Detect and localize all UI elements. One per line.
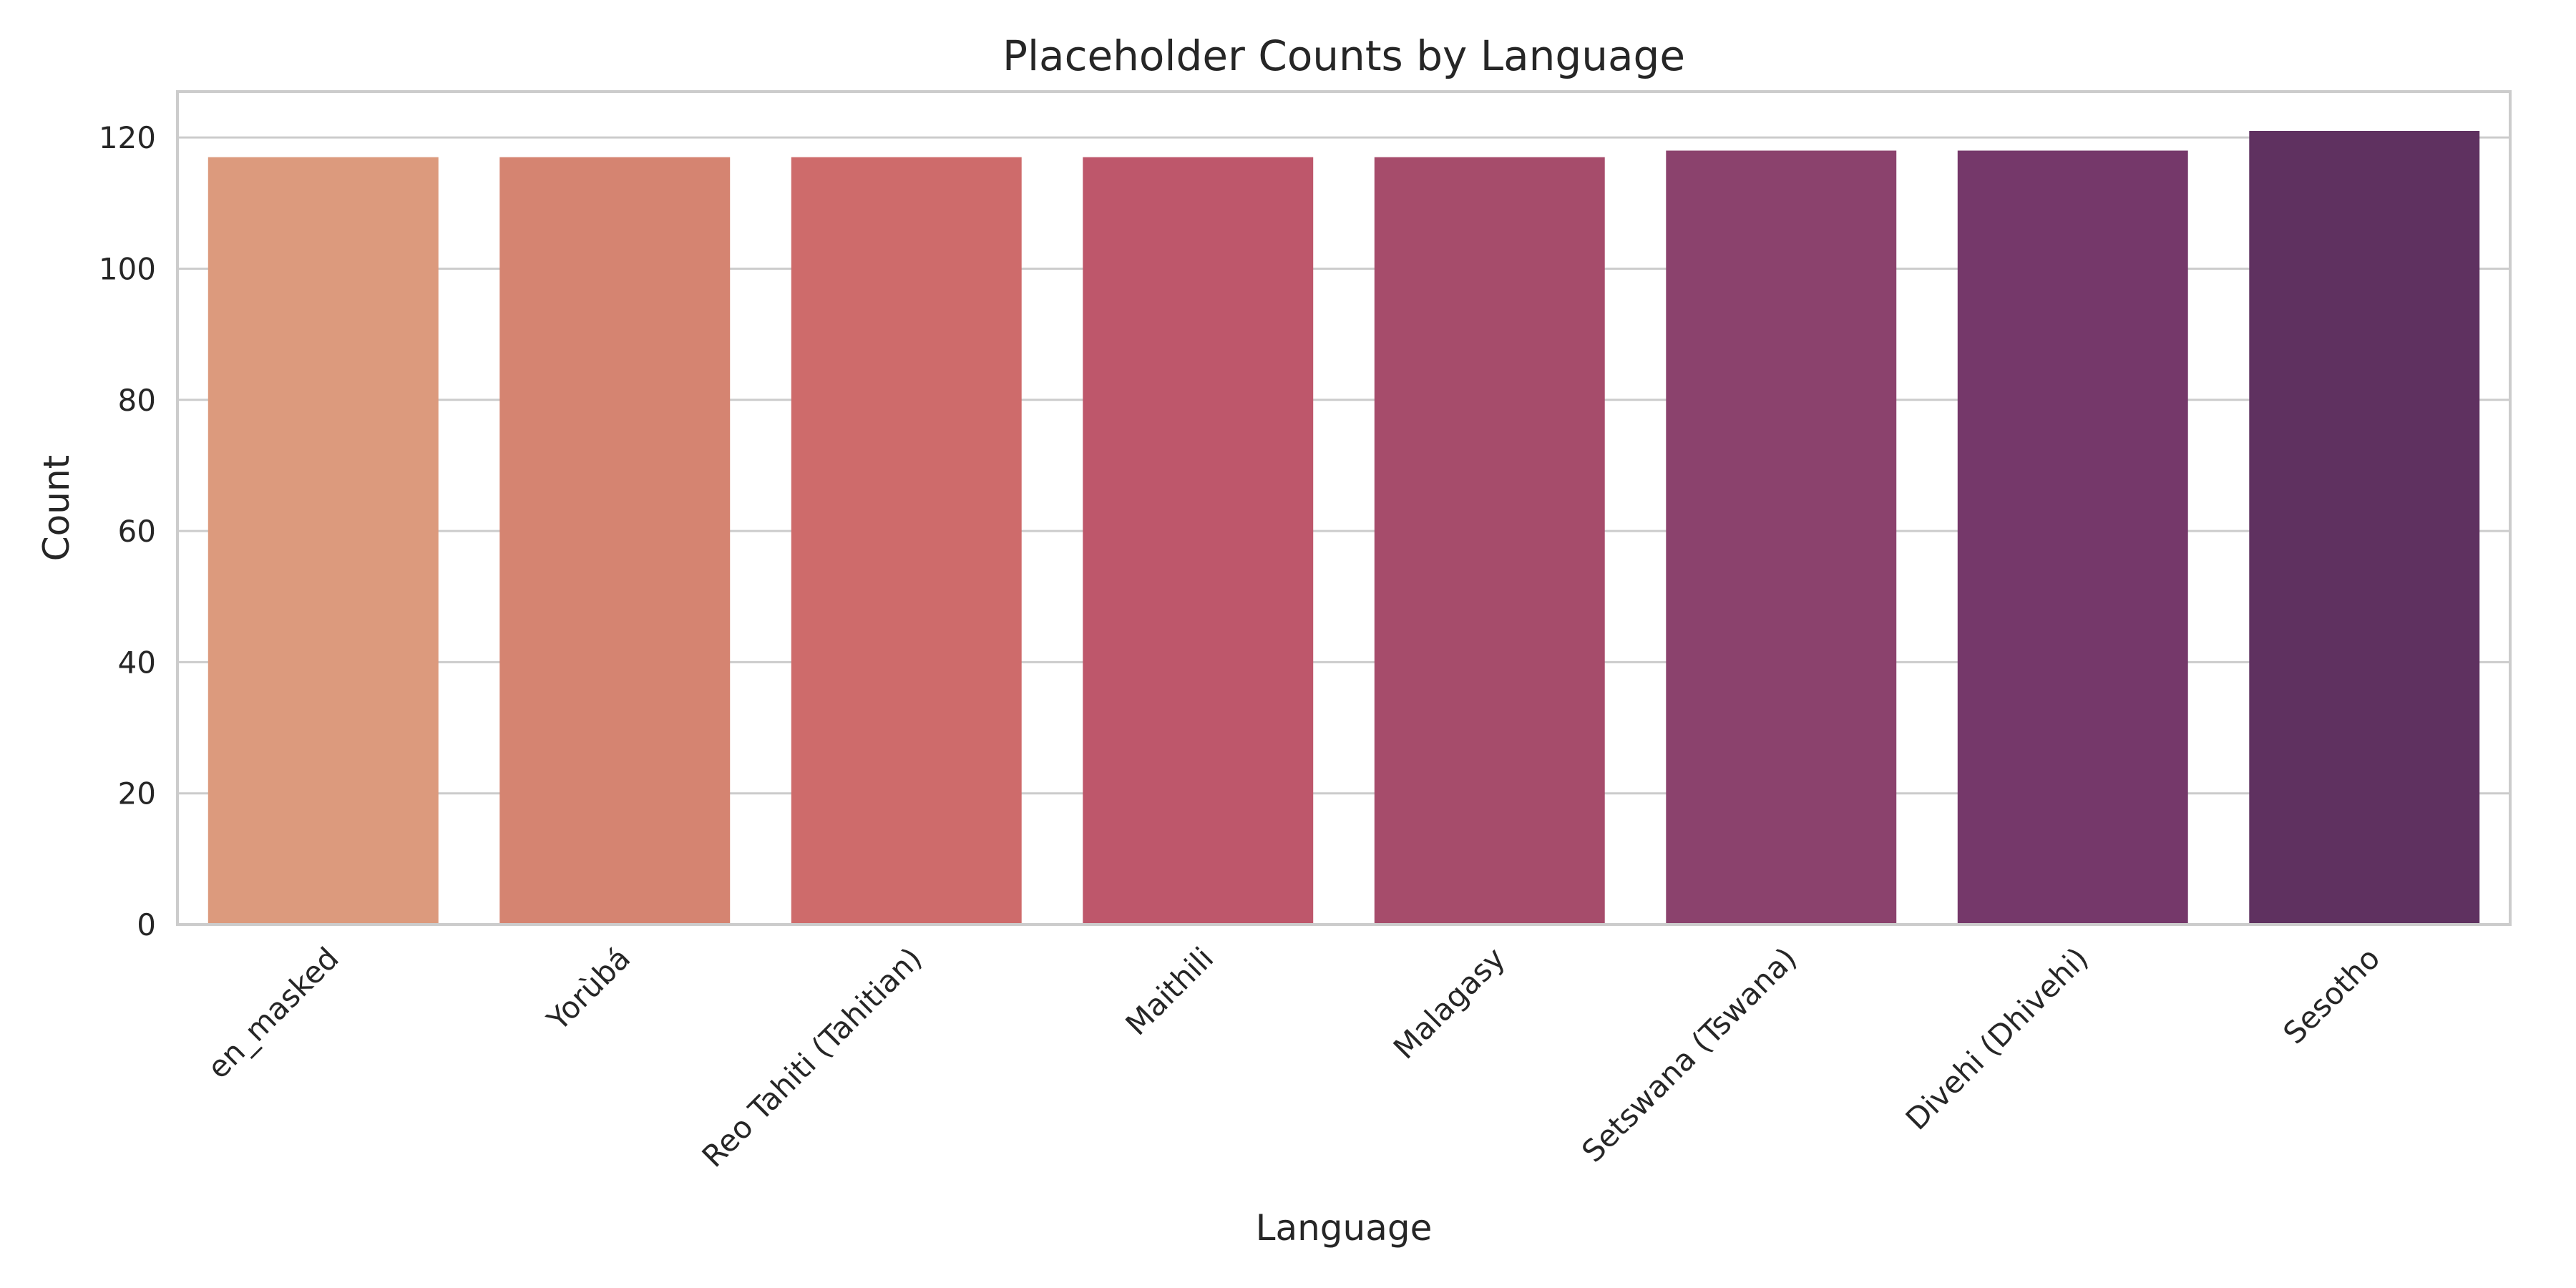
bar-1 bbox=[499, 157, 731, 924]
y-tick-label: 80 bbox=[118, 383, 156, 418]
bar-3 bbox=[1083, 157, 1314, 924]
x-tick-label: Sesotho bbox=[2276, 940, 2386, 1050]
y-tick-label: 20 bbox=[118, 776, 156, 811]
bar-5 bbox=[1666, 150, 1897, 925]
x-tick-label: en_masked bbox=[200, 940, 345, 1085]
y-tick-label: 40 bbox=[118, 645, 156, 680]
x-tick-label: Yorùbá bbox=[540, 940, 638, 1038]
y-tick-labels: 0 20 40 60 80 100 120 bbox=[99, 120, 156, 942]
x-tick-label: Maithili bbox=[1118, 940, 1220, 1042]
x-tick-label: Reo Tahiti (Tahitian) bbox=[696, 940, 929, 1174]
plot-frame bbox=[176, 90, 2512, 926]
bar-6 bbox=[1957, 150, 2188, 925]
y-tick-label: 120 bbox=[99, 120, 156, 155]
y-tick-label: 0 bbox=[137, 907, 156, 942]
bars bbox=[208, 130, 2480, 925]
x-tick-label: Setswana (Tswana) bbox=[1575, 940, 1803, 1169]
x-tick-label: Divehi (Dhivehi) bbox=[1899, 940, 2095, 1136]
bar-0 bbox=[208, 157, 439, 924]
x-tick-label: Malagasy bbox=[1387, 940, 1512, 1065]
bar-4 bbox=[1374, 157, 1605, 924]
x-axis-label: Language bbox=[1256, 1207, 1433, 1249]
y-tick-label: 100 bbox=[99, 251, 156, 286]
y-tick-label: 60 bbox=[118, 514, 156, 549]
x-tick-labels: en_masked Yorùbá Reo Tahiti (Tahitian) Mait… bbox=[200, 940, 2386, 1174]
bar-2 bbox=[791, 157, 1022, 924]
bar-7 bbox=[2249, 130, 2480, 924]
y-axis-label: Count bbox=[36, 455, 77, 562]
chart-title: Placeholder Counts by Language bbox=[1002, 31, 1685, 80]
